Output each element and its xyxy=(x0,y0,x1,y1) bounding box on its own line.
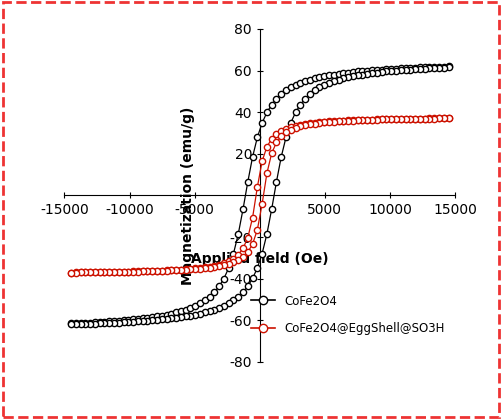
X-axis label: Applied field (Oe): Applied field (Oe) xyxy=(190,252,328,266)
Legend: CoFe2O4, CoFe2O4@EggShell@SO3H: CoFe2O4, CoFe2O4@EggShell@SO3H xyxy=(246,290,448,339)
Y-axis label: Magnetization (emu/g): Magnetization (emu/g) xyxy=(180,106,194,285)
